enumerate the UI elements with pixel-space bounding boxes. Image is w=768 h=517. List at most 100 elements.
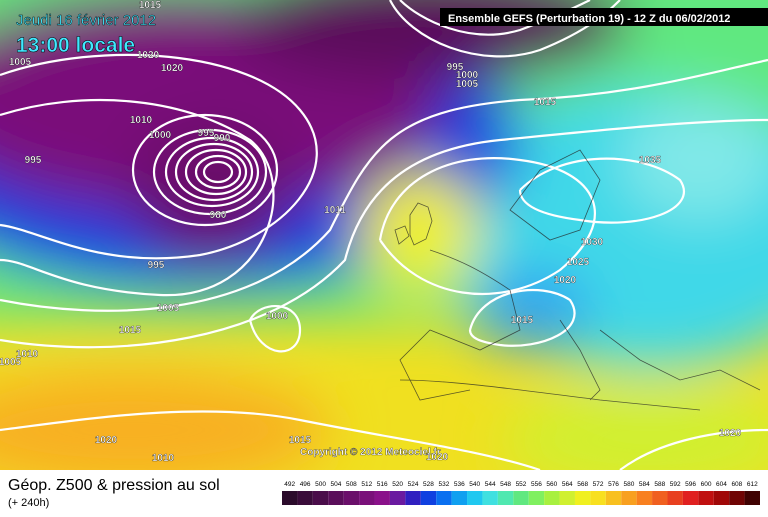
isobar-label: 1015	[119, 325, 142, 336]
level-label: 608	[731, 481, 742, 488]
level-label: 528	[423, 481, 434, 488]
color-swatch	[328, 491, 344, 505]
copyright: Copyright © 2012 Meteociel.fr	[300, 447, 441, 458]
isobar-label: 995	[198, 128, 215, 139]
isobar-label: 995	[447, 62, 464, 73]
color-swatch	[559, 491, 575, 505]
color-swatch	[343, 491, 360, 505]
isobar-label: 1020	[719, 428, 742, 439]
level-label: 584	[639, 481, 650, 488]
isobar-label: 995	[25, 155, 42, 166]
level-label: 504	[331, 481, 342, 488]
level-label: 600	[701, 481, 712, 488]
color-swatch	[297, 491, 313, 505]
color-swatch	[312, 491, 329, 505]
color-swatch	[482, 491, 498, 505]
color-swatch	[682, 491, 699, 505]
level-label: 508	[346, 481, 357, 488]
color-swatch	[574, 491, 591, 505]
level-label: 556	[531, 481, 542, 488]
level-label: 580	[624, 481, 635, 488]
level-label: 536	[454, 481, 465, 488]
run-info: Ensemble GEFS (Perturbation 19) - 12 Z d…	[448, 13, 730, 25]
color-swatch	[729, 491, 745, 505]
color-swatch	[605, 491, 622, 505]
color-swatch	[467, 491, 483, 505]
level-label: 548	[500, 481, 511, 488]
color-swatch	[698, 491, 714, 505]
level-label: 552	[516, 481, 527, 488]
isobar-label: 1011	[324, 205, 346, 216]
isobar-label: 1000	[456, 70, 479, 81]
level-label: 496	[300, 481, 311, 488]
level-label: 572	[593, 481, 604, 488]
level-label: 564	[562, 481, 573, 488]
isobar-label: 1020	[554, 275, 577, 286]
level-label: 544	[485, 481, 496, 488]
isobar-label: 1030	[581, 237, 604, 248]
color-swatch	[528, 491, 545, 505]
color-swatch	[744, 491, 760, 505]
level-label: 516	[377, 481, 388, 488]
level-label: 512	[361, 481, 372, 488]
isobar-label: 995	[148, 260, 165, 271]
level-label: 592	[670, 481, 681, 488]
level-label: 532	[438, 481, 449, 488]
isobar-label: 1015	[534, 97, 557, 108]
color-swatch	[389, 491, 406, 505]
isobar-label: 1020	[426, 452, 449, 463]
forecast-time: 13:00 locale	[16, 34, 135, 57]
level-label: 500	[315, 481, 326, 488]
footer-lead: (+ 240h)	[8, 497, 49, 509]
colorbar: 492 496 500 504 508 512 516 520 524 528 532 536 540 5…	[282, 481, 760, 505]
color-swatch	[636, 491, 653, 505]
isobar-label: 1010	[152, 453, 175, 464]
isobar-label: 1000	[266, 311, 289, 322]
level-label: 596	[685, 481, 696, 488]
isobar-label: 1020	[161, 63, 184, 74]
footer-title: Géop. Z500 & pression au sol	[8, 477, 220, 494]
isobar-label: 1020	[137, 50, 160, 61]
isobar-label: 1005	[9, 57, 32, 68]
isobar-label: 1015	[139, 0, 162, 11]
color-swatch	[436, 491, 452, 505]
isobar-label: 1005	[0, 357, 22, 368]
level-label: 604	[716, 481, 727, 488]
run-banner	[440, 8, 768, 26]
isobar-label: 1025	[567, 257, 590, 268]
color-swatch	[652, 491, 668, 505]
color-swatch	[451, 491, 468, 505]
level-label: 568	[577, 481, 588, 488]
isobar-label: 980	[210, 210, 227, 221]
color-swatch	[497, 491, 514, 505]
forecast-date: Jeudi 16 février 2012	[16, 12, 156, 29]
color-swatch	[713, 491, 730, 505]
isobar-label: 1000	[149, 130, 172, 141]
isobar-label: 1010	[16, 349, 39, 360]
isobar-label: 990	[214, 133, 231, 144]
isobar-label: 1005	[456, 79, 479, 90]
level-label: 492	[284, 481, 295, 488]
color-swatch	[544, 491, 560, 505]
color-swatch	[513, 491, 529, 505]
color-swatch	[621, 491, 637, 505]
isobar-label: 1010	[130, 115, 153, 126]
level-label: 560	[546, 481, 557, 488]
level-label: 576	[608, 481, 619, 488]
isobar-label: 1015	[289, 435, 312, 446]
color-swatch	[420, 491, 437, 505]
field	[0, 0, 768, 470]
level-label: 524	[408, 481, 419, 488]
isobar-label: 1005	[157, 303, 180, 314]
isobar-label: 1015	[511, 315, 534, 326]
isobar-label: 1035	[639, 155, 662, 166]
color-swatch	[405, 491, 421, 505]
color-swatch	[282, 491, 298, 505]
color-swatch	[590, 491, 606, 505]
color-swatch	[374, 491, 390, 505]
color-swatch	[359, 491, 375, 505]
level-label: 540	[469, 481, 480, 488]
isobar-label: 1020	[95, 435, 118, 446]
